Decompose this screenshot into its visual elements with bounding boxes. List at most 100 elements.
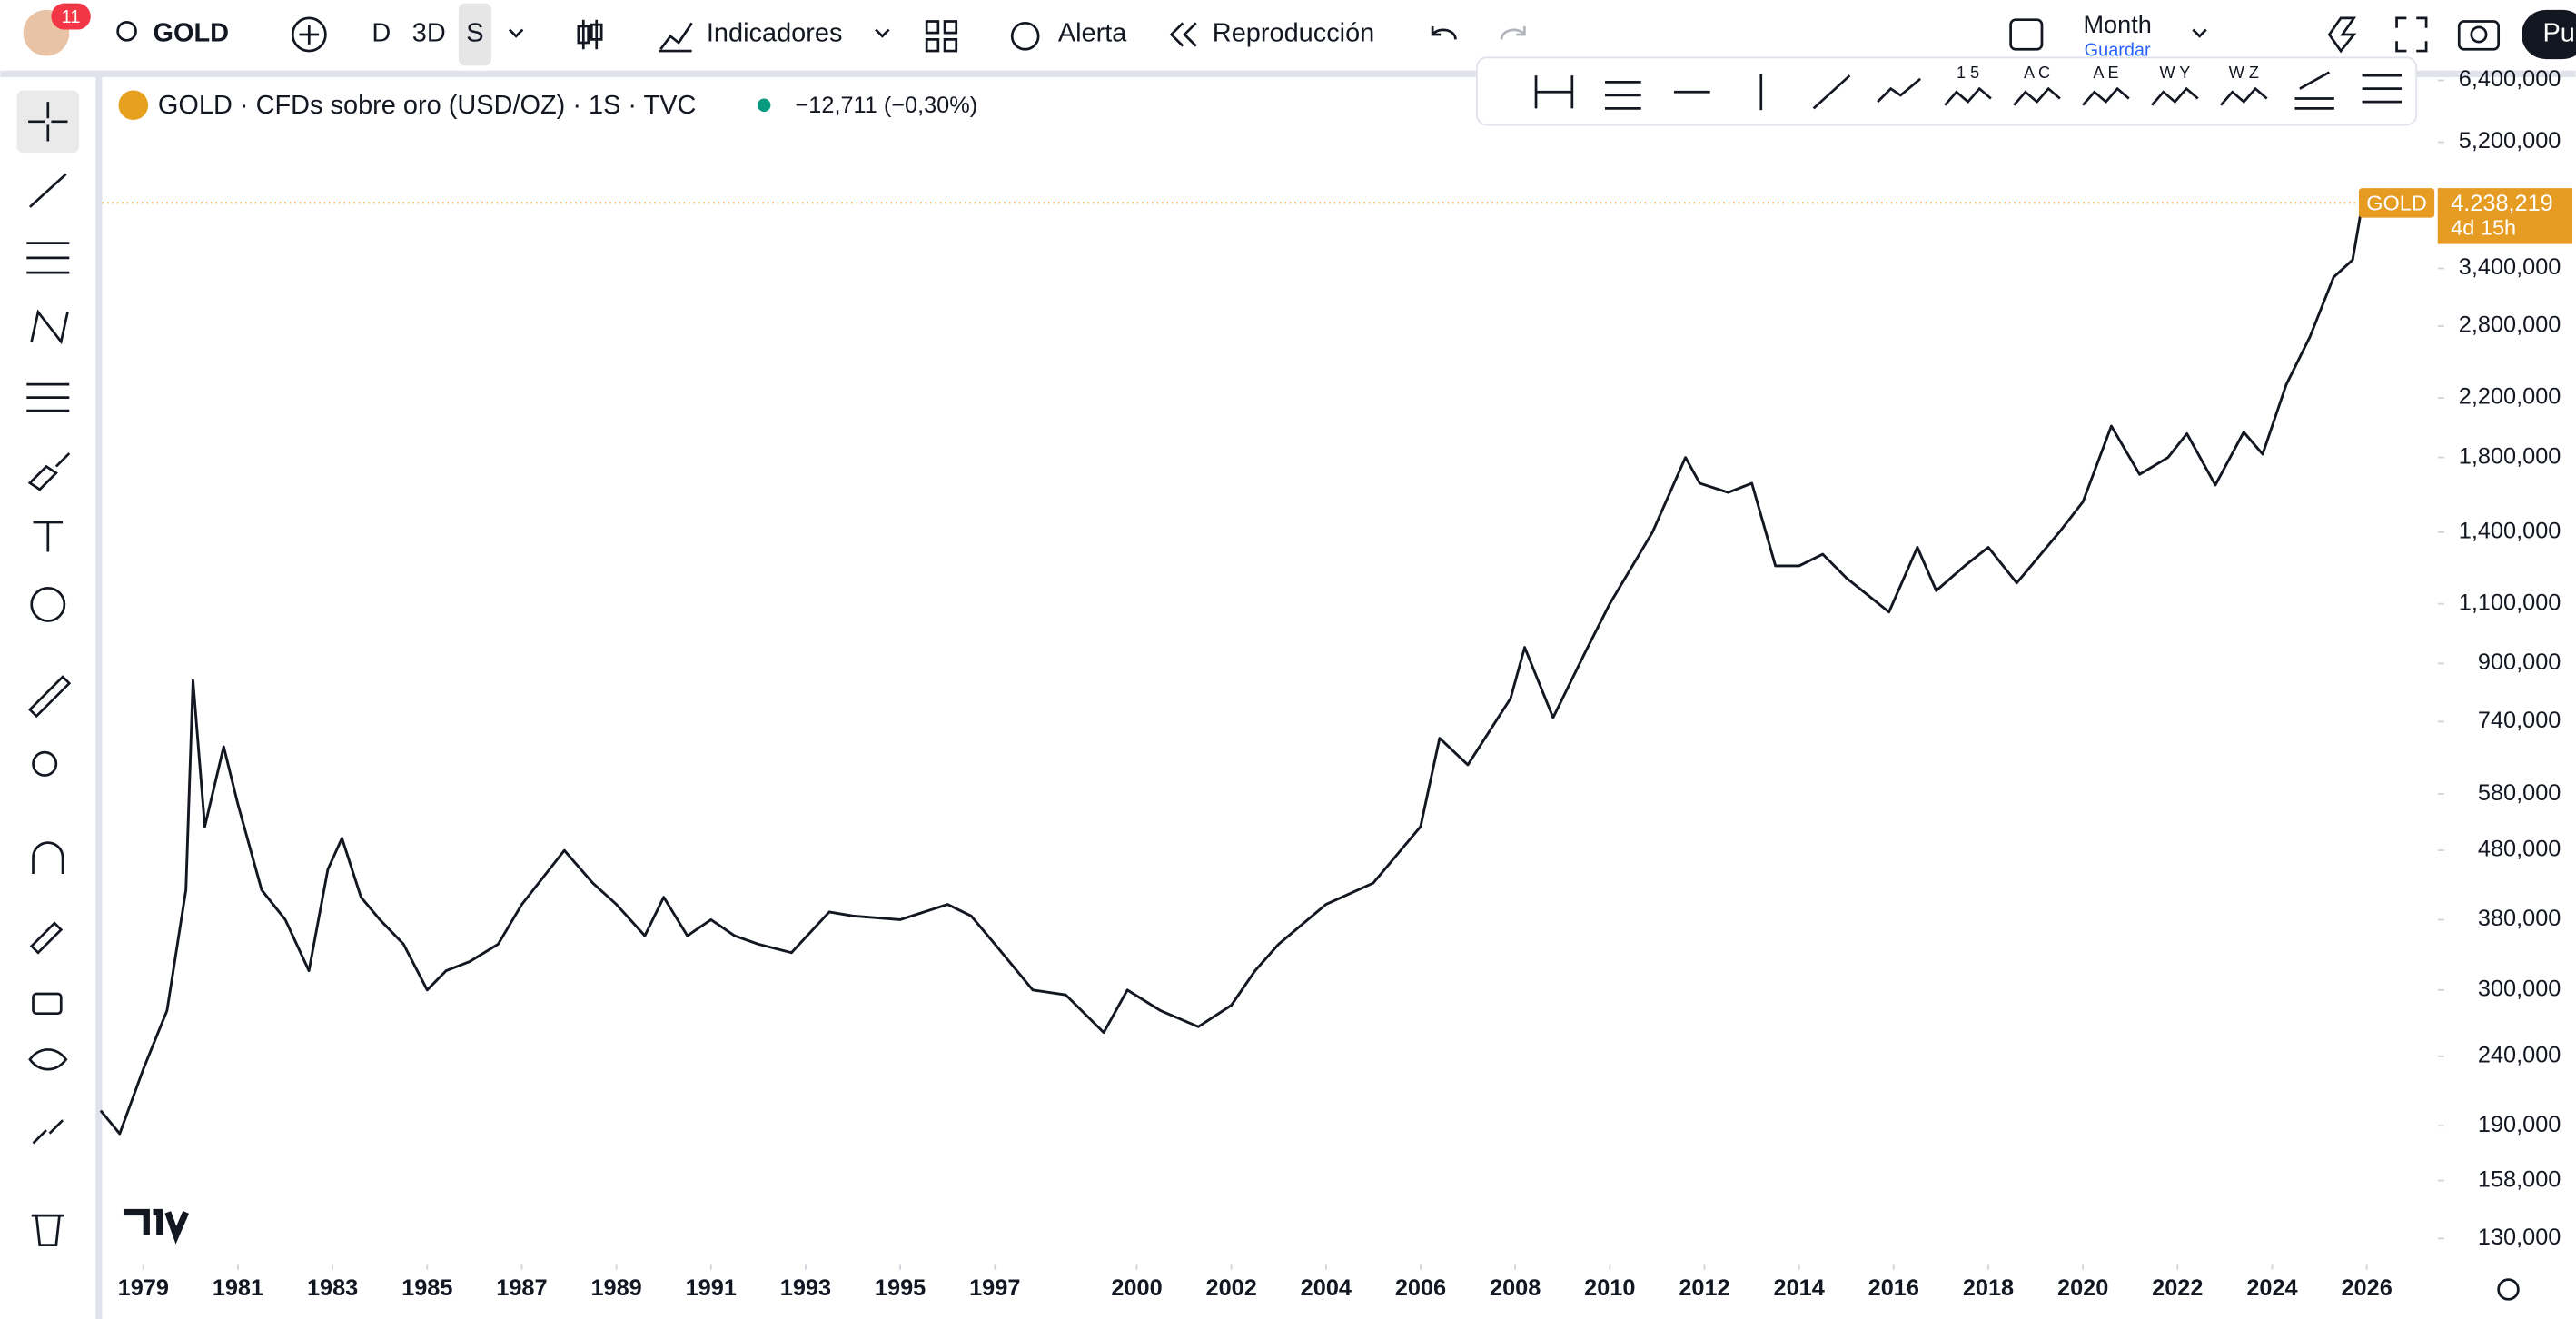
indicators[interactable]: Indicadores	[707, 19, 843, 48]
text-tool[interactable]	[33, 521, 64, 552]
x-tick-label: 2000	[1111, 1275, 1162, 1301]
symbol-logo	[118, 90, 149, 120]
layouts-icon[interactable]	[925, 20, 958, 53]
y-tick-label: 1,100,000	[2459, 590, 2561, 615]
market-status	[757, 98, 771, 112]
draw-tool[interactable]	[1534, 75, 1574, 109]
link-tool[interactable]	[32, 1119, 64, 1145]
add-symbol[interactable]	[291, 16, 327, 53]
last-price-name: GOLD	[2366, 191, 2427, 214]
x-tick-label: 2012	[1679, 1275, 1729, 1301]
x-tick-label: 1989	[590, 1275, 641, 1301]
snapshot[interactable]	[2457, 20, 2501, 51]
emoji-tool[interactable]	[30, 586, 66, 622]
forecast-tool[interactable]	[26, 382, 70, 412]
y-tick-label: 300,000	[2478, 976, 2561, 1001]
publish[interactable]: Pu	[2542, 19, 2574, 48]
y-tick-label: 480,000	[2478, 837, 2561, 862]
lock-draw-tool[interactable]	[29, 921, 64, 955]
snapshot-lens	[2470, 25, 2488, 44]
chevron[interactable]	[2192, 28, 2207, 38]
drawing-toolbar	[1476, 56, 2418, 126]
draw-tool[interactable]	[1604, 81, 1641, 110]
chevron[interactable]	[875, 28, 890, 38]
draw-tool[interactable]	[2294, 71, 2334, 110]
undo[interactable]	[1431, 25, 1457, 40]
indicators-icon	[659, 22, 693, 53]
x-tick-label: 1985	[401, 1275, 452, 1301]
last-price-name-box	[2358, 188, 2435, 218]
x-tick-label: 2014	[1774, 1275, 1825, 1301]
magnet-tool[interactable]	[32, 841, 64, 874]
x-tick-label: 1995	[875, 1275, 926, 1301]
y-tick-label: 2,800,000	[2459, 312, 2561, 338]
pattern-icon	[2151, 86, 2199, 106]
publish-button[interactable]	[2521, 9, 2576, 60]
chevron[interactable]	[508, 28, 524, 38]
layout-name[interactable]: Month	[2083, 10, 2151, 38]
x-tick-label: 1981	[213, 1275, 263, 1301]
x-tick-label: 2020	[2057, 1275, 2108, 1301]
pattern-icon	[2013, 86, 2061, 106]
x-tick-label: 1983	[307, 1275, 358, 1301]
last-price-box	[2437, 188, 2573, 244]
draw-tool[interactable]	[1877, 77, 1922, 104]
crosshair-tool[interactable]	[28, 102, 68, 142]
toolbar-separator	[0, 70, 2576, 77]
axis-settings[interactable]	[2497, 1278, 2520, 1301]
y-tick-label: 240,000	[2478, 1042, 2561, 1067]
draw-tool[interactable]	[2362, 74, 2402, 104]
trend-tool[interactable]	[28, 173, 67, 208]
delete-tool[interactable]	[31, 1214, 64, 1246]
ruler-tool[interactable]	[27, 675, 72, 719]
hide-tool[interactable]	[28, 1048, 68, 1071]
pattern-label: W Z	[2229, 64, 2259, 82]
brush-tool[interactable]	[27, 452, 71, 491]
active-tool	[16, 90, 80, 154]
x-tick-label: 2002	[1206, 1275, 1257, 1301]
x-tick-label: 2018	[1963, 1275, 2014, 1301]
x-tick-label: 1997	[969, 1275, 1020, 1301]
replay[interactable]: Reproducción	[1213, 19, 1374, 48]
pattern-label: A C	[2024, 64, 2050, 82]
search-icon[interactable]	[116, 21, 137, 42]
fib-tool[interactable]	[26, 242, 70, 274]
pattern-label: A E	[2093, 64, 2118, 82]
interval[interactable]: 3D	[412, 19, 446, 48]
pattern-tool[interactable]	[30, 309, 69, 345]
layout-box[interactable]	[2009, 18, 2044, 51]
interval[interactable]: D	[372, 19, 391, 48]
y-tick-label: 1,800,000	[2459, 443, 2561, 469]
x-tick-label: 1993	[780, 1275, 831, 1301]
redo[interactable]	[1500, 25, 1526, 40]
pattern-tools: 1 5 A C A E W Y W Z	[1944, 64, 2268, 106]
save[interactable]: Guardar	[2085, 40, 2151, 60]
chart-type-icon[interactable]	[577, 19, 603, 50]
y-tick-label: 740,000	[2478, 708, 2561, 733]
alert-icon	[1010, 21, 1040, 51]
interval-active	[458, 3, 492, 66]
draw-tool[interactable]	[1812, 74, 1851, 110]
y-tick-label: 190,000	[2478, 1112, 2561, 1137]
zoom-tool[interactable]	[32, 750, 58, 777]
last-price-label: 4.238,219	[2451, 191, 2553, 216]
interval[interactable]: S	[466, 19, 483, 48]
lock-tool[interactable]	[32, 992, 63, 1016]
badge	[51, 3, 91, 30]
y-tick-label: 1,400,000	[2459, 518, 2561, 543]
pattern-label: 1 5	[1957, 64, 1979, 82]
settings-icon[interactable]	[2327, 16, 2357, 54]
y-tick-label: 130,000	[2478, 1225, 2561, 1250]
logo	[123, 1208, 190, 1245]
x-tick-label: 2006	[1395, 1275, 1446, 1301]
x-tick-label: 2010	[1584, 1275, 1635, 1301]
x-tick-label: 2008	[1490, 1275, 1541, 1301]
alert[interactable]: Alerta	[1058, 19, 1127, 48]
pattern-icon	[1944, 86, 1992, 106]
symbol[interactable]: GOLD	[154, 19, 230, 48]
x-tick-label: 2016	[1868, 1275, 1919, 1301]
price-line	[99, 205, 2363, 1136]
fullscreen[interactable]	[2395, 16, 2428, 53]
x-tick-label: 2004	[1301, 1275, 1352, 1301]
